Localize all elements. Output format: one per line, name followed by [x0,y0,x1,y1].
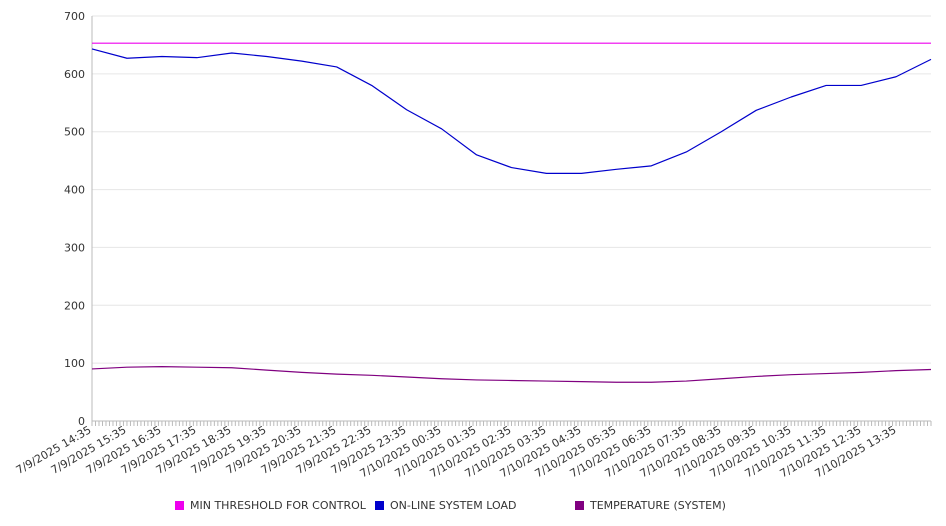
legend-item-threshold[interactable]: MIN THRESHOLD FOR CONTROL [175,499,366,512]
legend-swatch-load [375,501,384,510]
series-line-2 [91,366,932,383]
legend-swatch-temperature [575,501,584,510]
legend-label-threshold: MIN THRESHOLD FOR CONTROL [190,499,366,512]
series-lines [91,42,932,383]
y-tick-label: 200 [64,299,85,312]
x-axis-ticks: 7/9/2025 14:357/9/2025 15:357/9/2025 16:… [14,421,932,480]
y-axis-ticks: 0 100 200 300 400 500 600 700 [64,10,85,428]
legend: MIN THRESHOLD FOR CONTROL ON-LINE SYSTEM… [0,499,946,519]
y-tick-label: 100 [64,357,85,370]
axes [91,16,931,422]
legend-swatch-threshold [175,501,184,510]
legend-label-temperature: TEMPERATURE (SYSTEM) [590,499,726,512]
y-tick-label: 0 [78,415,85,428]
legend-label-load: ON-LINE SYSTEM LOAD [390,499,517,512]
y-tick-label: 600 [64,68,85,81]
y-tick-label: 400 [64,184,85,197]
grid-lines [92,15,931,364]
y-tick-label: 300 [64,241,85,254]
series-line-1 [91,48,932,174]
y-tick-label: 500 [64,126,85,139]
legend-item-load[interactable]: ON-LINE SYSTEM LOAD [375,499,516,512]
y-tick-label: 700 [64,10,85,23]
legend-item-temperature[interactable]: TEMPERATURE (SYSTEM) [575,499,726,512]
